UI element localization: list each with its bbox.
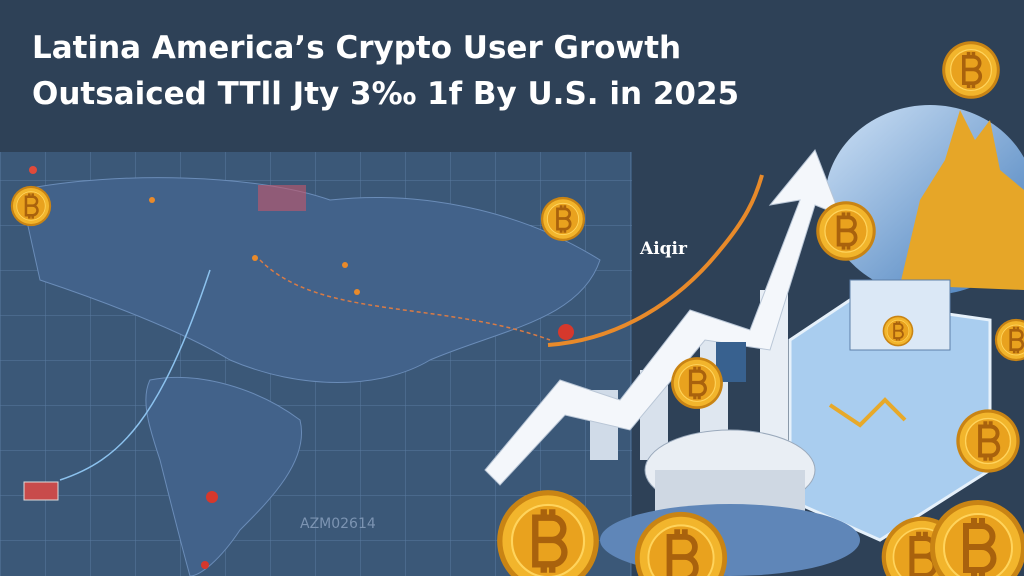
growth-arrow xyxy=(484,149,841,486)
mini-chart xyxy=(828,397,907,428)
map-marker xyxy=(258,185,306,211)
south-america xyxy=(145,376,302,576)
coin xyxy=(540,196,586,242)
coin xyxy=(941,40,1001,100)
coin xyxy=(955,408,1021,474)
map-dots xyxy=(29,166,574,569)
map-code: AZM02614 xyxy=(300,516,376,532)
title-line: Outsaiced TTll Jty 3‰ 1f By U.S. in 2025 xyxy=(32,76,739,112)
coin xyxy=(815,200,877,262)
gold-chart xyxy=(900,110,1024,290)
coin xyxy=(10,185,52,227)
route-dashed xyxy=(259,259,551,341)
coin xyxy=(882,315,914,347)
route-line xyxy=(59,269,211,481)
title-line: Latina America’s Crypto User Growth xyxy=(32,30,681,66)
orange-line xyxy=(547,174,764,347)
coin xyxy=(670,356,724,410)
flag xyxy=(23,481,59,501)
logo: Aiqir xyxy=(639,239,688,259)
